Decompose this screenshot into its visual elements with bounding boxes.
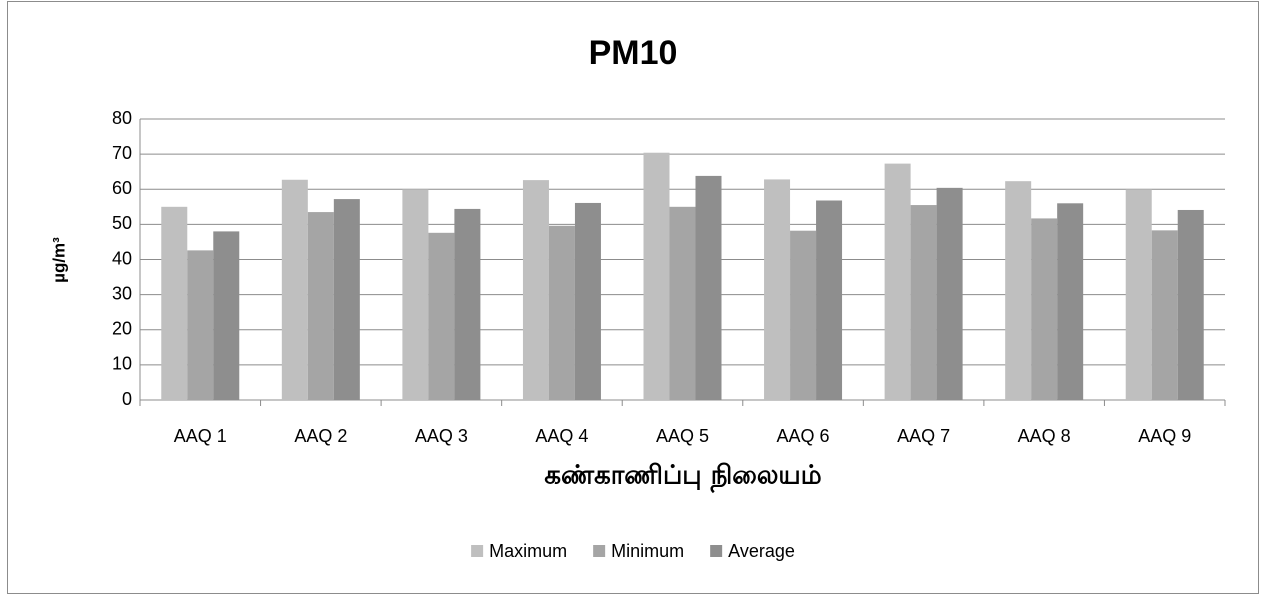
legend-swatch xyxy=(471,545,484,557)
bar xyxy=(816,200,843,400)
bar xyxy=(790,230,817,400)
bar xyxy=(187,250,214,400)
x-axis-title: கண்காணிப்பு நிலையம் xyxy=(544,461,821,494)
x-tick-label: AAQ 1 xyxy=(174,426,227,446)
x-tick-label: AAQ 7 xyxy=(897,426,950,446)
y-tick-label: 70 xyxy=(112,143,132,163)
bar xyxy=(695,175,722,400)
bar xyxy=(1177,209,1204,400)
bar xyxy=(548,225,575,400)
bar xyxy=(1057,203,1084,400)
bar xyxy=(402,189,429,400)
bar xyxy=(1151,230,1178,400)
y-tick-label: 20 xyxy=(112,319,132,339)
x-tick-label: AAQ 6 xyxy=(777,426,830,446)
y-tick-label: 30 xyxy=(112,283,132,303)
bar xyxy=(574,202,601,400)
legend-label: Maximum xyxy=(489,541,567,561)
legend-swatch xyxy=(593,545,606,557)
bar xyxy=(1125,189,1152,400)
legend-label: Minimum xyxy=(611,541,684,561)
bar xyxy=(333,199,360,400)
x-tick-label: AAQ 4 xyxy=(535,426,588,446)
x-tick-label: AAQ 8 xyxy=(1018,426,1071,446)
bar xyxy=(213,231,240,400)
y-tick-label: 50 xyxy=(112,213,132,233)
x-tick-label: AAQ 3 xyxy=(415,426,468,446)
bar xyxy=(428,232,455,400)
y-tick-label: 40 xyxy=(112,248,132,268)
bar xyxy=(281,179,308,400)
bar xyxy=(669,206,696,400)
bar xyxy=(522,180,549,400)
y-tick-label: 10 xyxy=(112,354,132,374)
bar xyxy=(161,206,188,400)
x-tick-label: AAQ 2 xyxy=(294,426,347,446)
bar xyxy=(454,208,481,400)
y-tick-label: 0 xyxy=(122,389,132,409)
bar xyxy=(764,179,791,400)
bar xyxy=(643,152,670,400)
bar xyxy=(307,212,334,400)
bar xyxy=(1005,181,1032,400)
bar xyxy=(910,205,937,400)
y-tick-label: 60 xyxy=(112,178,132,198)
bar xyxy=(884,163,911,400)
x-tick-label: AAQ 9 xyxy=(1138,426,1191,446)
legend-label: Average xyxy=(728,541,795,561)
bar xyxy=(1031,218,1058,400)
x-tick-label: AAQ 5 xyxy=(656,426,709,446)
y-tick-label: 80 xyxy=(112,108,132,128)
bar xyxy=(936,187,963,400)
y-axis-title: µg/m³ xyxy=(49,237,68,283)
chart-title: PM10 xyxy=(589,34,678,72)
legend-swatch xyxy=(710,545,723,557)
